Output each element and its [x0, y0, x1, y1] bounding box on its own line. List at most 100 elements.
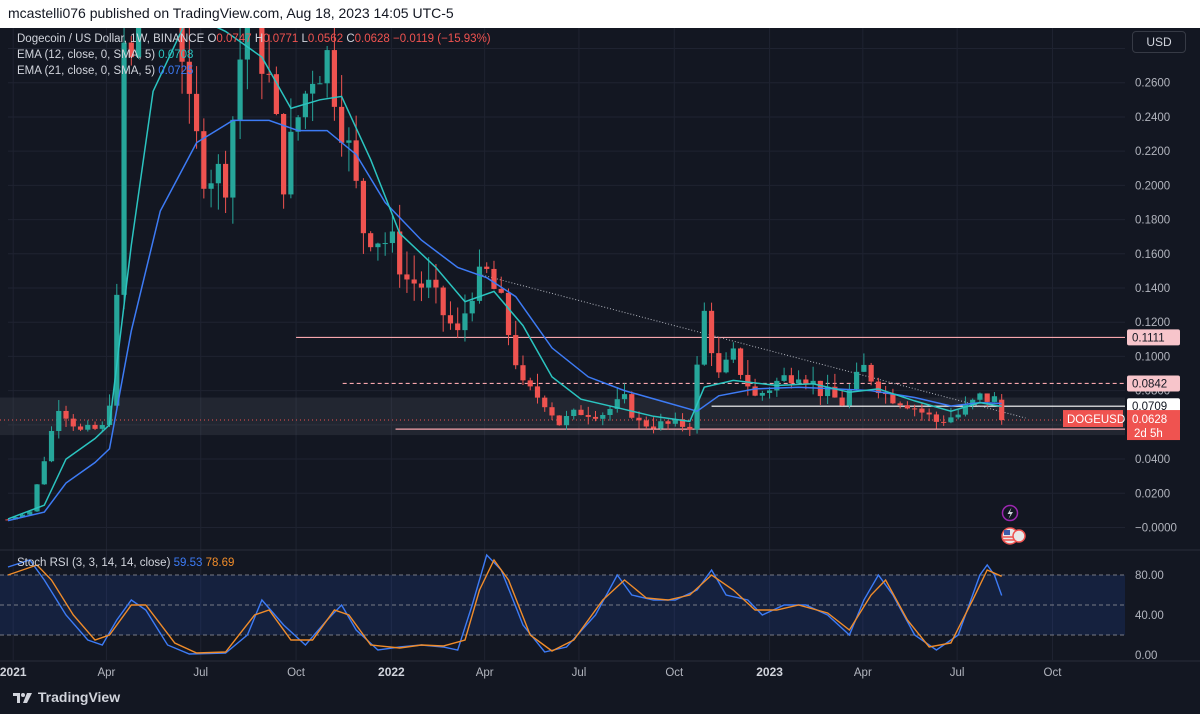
candle-body — [440, 287, 446, 316]
candle-body — [984, 393, 990, 402]
ema21-value: 0.0725 — [158, 65, 194, 77]
candle-body — [114, 294, 120, 406]
candle-body — [745, 374, 751, 387]
candle-body — [868, 364, 874, 382]
candle-body — [266, 73, 272, 75]
legend-symbol-row[interactable]: Dogecoin / US Dollar, 1W, BINANCE O0.074… — [17, 33, 491, 45]
countdown-label: 2d 5h — [1134, 428, 1163, 440]
stoch-tick-label: 80.00 — [1135, 570, 1164, 582]
candle-body — [926, 412, 932, 415]
candle-body — [730, 348, 736, 360]
candle-body — [542, 397, 548, 408]
ohlc-low: 0.0562 — [307, 33, 344, 45]
ema21-line — [7, 119, 1002, 522]
ohlc-close: 0.0628 — [354, 33, 390, 45]
symbol-label: Dogecoin / US Dollar, 1W, BINANCE — [17, 33, 205, 45]
candle-body — [904, 405, 911, 409]
candle-body — [193, 93, 200, 132]
candle-body — [135, 28, 142, 58]
candle-body — [19, 514, 26, 518]
price-badges: 0.11110.08420.07090.0575DOGEUSD0.06282d … — [1063, 329, 1180, 441]
candle-body — [752, 386, 758, 396]
candle-body — [310, 83, 316, 94]
candle-body — [737, 348, 744, 375]
candle-body — [411, 279, 417, 284]
candle-body — [665, 421, 671, 424]
candle-body — [861, 364, 867, 372]
ohlc-open-label: O — [207, 33, 217, 45]
price-chart[interactable]: 0.28000.26000.24000.22000.20000.18000.16… — [0, 28, 1200, 686]
us-flag-icon-secondary[interactable] — [1012, 529, 1026, 543]
candle-body — [56, 410, 62, 431]
candle-body — [825, 386, 831, 397]
candle-body — [302, 93, 308, 118]
stoch-rsi-pane — [0, 553, 1125, 655]
candle-body — [520, 365, 526, 381]
candle-body — [571, 409, 577, 417]
candle-body — [484, 266, 490, 269]
candle-body — [897, 403, 903, 406]
time-tick-label: Jul — [572, 667, 587, 679]
candle-body — [273, 74, 279, 115]
candle-body — [948, 417, 954, 423]
candle-body — [999, 399, 1005, 421]
price-tick-label: 0.2000 — [1135, 180, 1170, 192]
candle-body — [27, 511, 33, 515]
candle-body — [447, 315, 454, 324]
candle-body — [607, 408, 613, 415]
candle-body — [919, 408, 925, 413]
candle-body — [962, 404, 969, 415]
candle-body — [970, 399, 976, 405]
candle-body — [324, 50, 330, 84]
legend-ema21-row[interactable]: EMA (21, close, 0, SMA, 5) 0.0725 — [17, 65, 193, 77]
time-tick-label: Oct — [1044, 667, 1063, 679]
candle-body — [636, 417, 642, 421]
time-tick-label: Oct — [665, 667, 684, 679]
axes: 0.28000.26000.24000.22000.20000.18000.16… — [0, 44, 1177, 679]
event-icons[interactable] — [1001, 504, 1026, 545]
candle-body — [723, 359, 729, 373]
candle-body — [230, 119, 236, 198]
candle-body — [259, 28, 265, 74]
candle-body — [912, 408, 918, 410]
candle-body — [201, 131, 207, 189]
stoch-tick-label: 40.00 — [1135, 610, 1164, 622]
ohlc-high-label: H — [254, 33, 264, 45]
tradingview-logo-text: TradingView — [37, 689, 121, 705]
candle-body — [92, 424, 98, 429]
candle-body — [933, 414, 940, 422]
ema-lines — [7, 28, 1002, 522]
stoch-k-line — [7, 553, 1003, 655]
candle-body — [803, 379, 809, 385]
candle-body — [222, 163, 229, 198]
stoch-d-line — [7, 558, 1002, 654]
candle-body — [433, 279, 439, 288]
time-tick-label: Jul — [950, 667, 965, 679]
candle-body — [244, 28, 250, 60]
candle-body — [469, 300, 475, 314]
stoch-legend-row[interactable]: Stoch RSI (3, 3, 14, 14, close) 59.53 78… — [17, 557, 234, 569]
candle-body — [650, 426, 657, 429]
tradingview-logo-icon — [13, 693, 32, 703]
price-tick-label: 0.1400 — [1135, 283, 1170, 295]
time-tick-label: 2023 — [756, 665, 783, 679]
candle-body — [658, 421, 664, 429]
candle-body — [810, 380, 816, 385]
price-tick-label: 0.2200 — [1135, 146, 1170, 158]
currency-button[interactable]: USD — [1132, 31, 1186, 53]
candle-body — [41, 461, 47, 485]
time-tick-label: 2022 — [378, 665, 405, 679]
current-price-badge — [1127, 410, 1180, 441]
price-tick-label: 0.1000 — [1135, 351, 1170, 363]
candle-body — [600, 414, 606, 419]
time-tick-label: Oct — [287, 667, 306, 679]
candle-body — [339, 106, 345, 143]
candle-body — [462, 313, 468, 331]
candle-body — [672, 419, 678, 424]
candle-body — [455, 323, 461, 331]
candle-body — [839, 397, 845, 406]
tradingview-logo[interactable]: TradingView — [12, 689, 120, 705]
legend-ema12-row[interactable]: EMA (12, close, 0, SMA, 5) 0.0708 — [17, 49, 193, 61]
ema21-label: EMA (21, close, 0, SMA, 5) — [17, 65, 156, 77]
descending-trendline — [479, 273, 1026, 419]
